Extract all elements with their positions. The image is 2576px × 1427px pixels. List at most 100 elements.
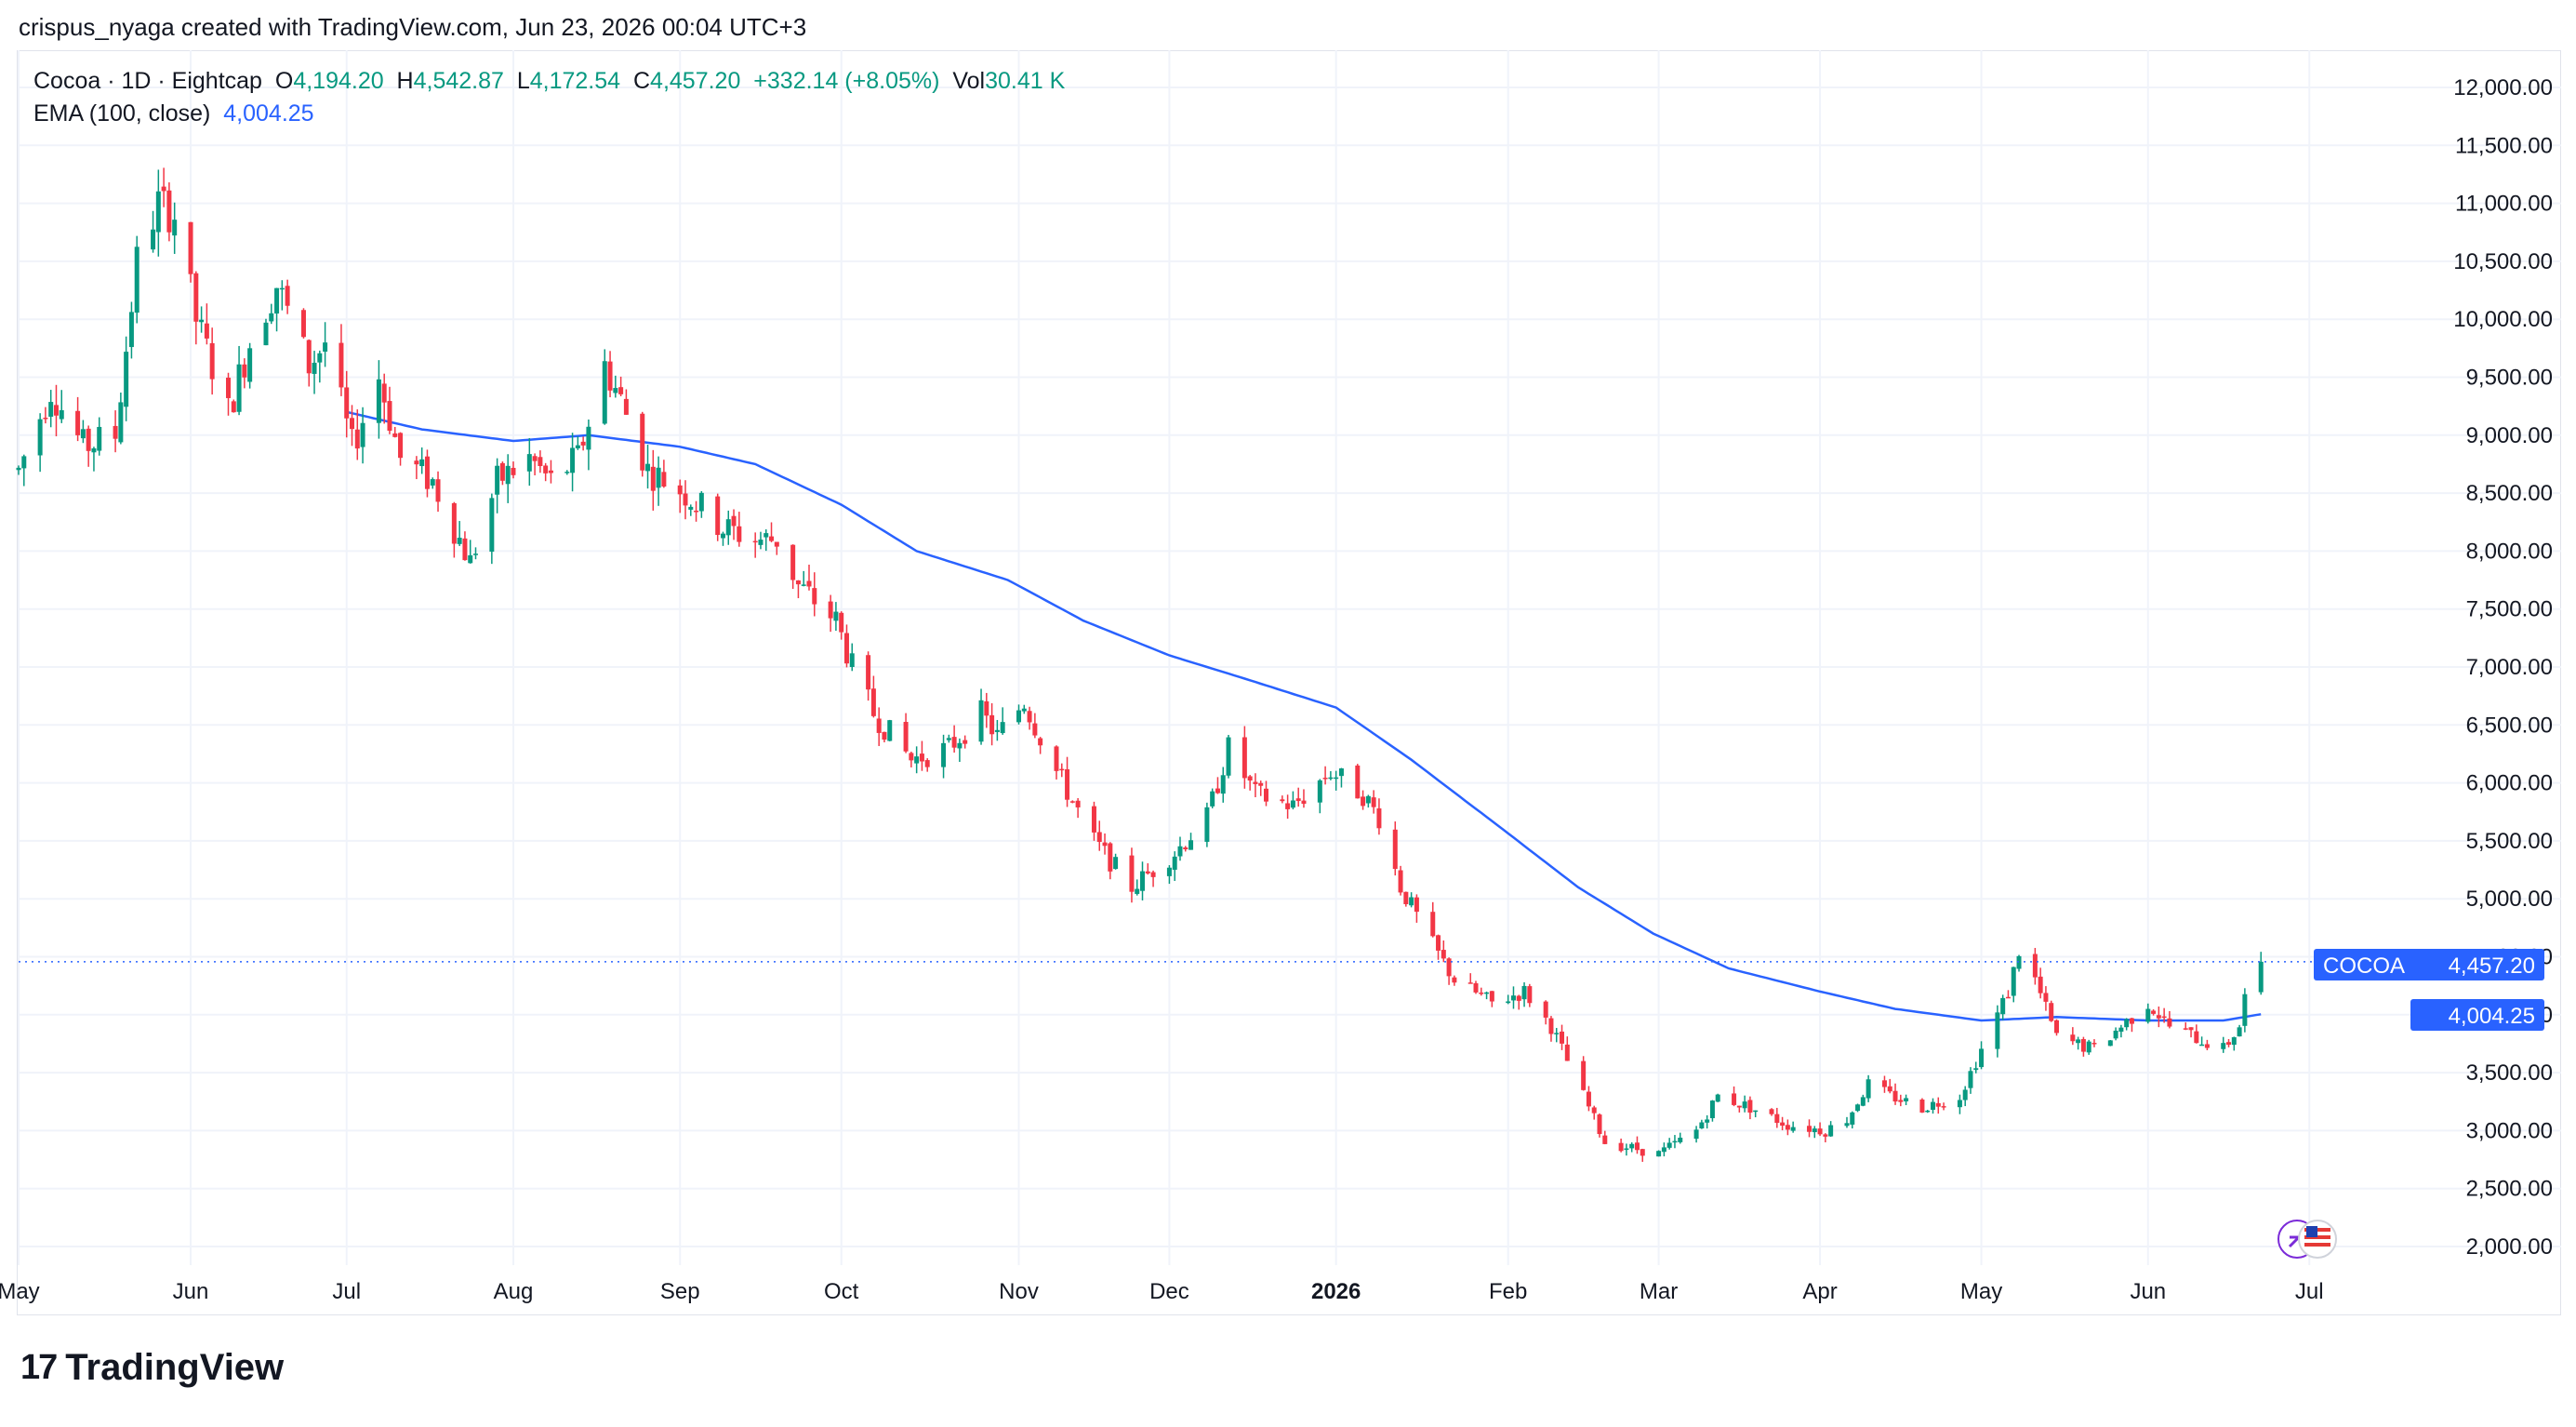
candle-body [1715, 1094, 1720, 1102]
candle [1661, 1142, 1666, 1157]
candle-body [2145, 1008, 2151, 1022]
candle [435, 471, 441, 513]
candle-body [951, 737, 957, 748]
candle [1215, 777, 1220, 794]
chart-frame[interactable] [17, 50, 2561, 1315]
candle [1506, 994, 1511, 1005]
candle [1338, 767, 1344, 788]
candle [1715, 1093, 1720, 1102]
candle [489, 493, 495, 565]
candle [2231, 1036, 2237, 1051]
candle [1317, 779, 1322, 814]
candle-body [1441, 950, 1446, 959]
candle [1140, 861, 1146, 900]
candle-body [1898, 1100, 1904, 1102]
candle-body [1962, 1089, 1968, 1100]
candle [1624, 1143, 1629, 1156]
candle [2091, 1039, 2097, 1047]
candle-body [640, 413, 645, 471]
candle-body [1828, 1125, 1834, 1137]
candle [758, 531, 764, 550]
candle [430, 477, 435, 489]
candle-body [1699, 1122, 1705, 1129]
candle [688, 504, 694, 516]
candle [193, 271, 199, 345]
candle [1361, 790, 1366, 810]
candle [2070, 1027, 2076, 1046]
candle [790, 544, 796, 590]
candle-body [2070, 1034, 2076, 1042]
candle [468, 540, 473, 564]
candle [2194, 1024, 2199, 1044]
y-axis[interactable]: 2,000.002,500.003,000.003,500.004,000.00… [2453, 75, 2553, 1260]
candle-body [1263, 788, 1268, 802]
candle [795, 580, 801, 599]
candle [80, 420, 86, 444]
candle [495, 458, 500, 513]
candle [124, 336, 129, 421]
candle-body [1705, 1119, 1710, 1123]
candle [2011, 967, 2016, 1003]
candle [650, 449, 656, 511]
candle-body [1129, 855, 1135, 892]
candle [839, 611, 844, 640]
low-label: L [516, 68, 530, 94]
candle [1892, 1083, 1898, 1105]
candle [602, 349, 607, 425]
candle-body [790, 544, 796, 580]
candle-body [1753, 1110, 1759, 1113]
x-tick-label: Mar [1640, 1279, 1678, 1304]
candle-body [806, 580, 812, 587]
candle-body [80, 429, 86, 439]
candle [274, 287, 280, 332]
candle-body [306, 340, 312, 374]
high-value: 4,542.87 [413, 68, 504, 94]
candle-body [984, 700, 989, 716]
candle-body [350, 418, 355, 430]
candle [118, 393, 124, 445]
candle [1564, 1036, 1570, 1061]
candle-body [650, 466, 656, 491]
ema-label[interactable]: EMA (100, close) [33, 100, 211, 127]
candle [1113, 853, 1119, 870]
candle-body [564, 472, 570, 473]
candle [1597, 1113, 1602, 1138]
candle [1548, 1016, 1554, 1042]
candle-body [1210, 791, 1215, 807]
candle [1790, 1121, 1796, 1133]
candle [2242, 988, 2248, 1033]
candle [1866, 1074, 1871, 1102]
candle [1135, 879, 1140, 896]
candle-body [849, 653, 855, 668]
candle-body [764, 533, 769, 538]
candle [1527, 983, 1533, 1007]
candle [1371, 790, 1376, 814]
candle-body [843, 633, 849, 664]
candle-body [1398, 870, 1403, 893]
candle [350, 405, 355, 447]
candle [1075, 797, 1081, 819]
candle-body [1108, 843, 1113, 872]
flag-icon[interactable] [2277, 1220, 2337, 1259]
open-label: O [274, 68, 294, 94]
candle [312, 351, 317, 394]
candle [1510, 986, 1516, 1009]
candle [1446, 957, 1452, 985]
candle-body [53, 405, 59, 416]
candle [1742, 1095, 1747, 1113]
candle [1183, 846, 1188, 852]
x-axis[interactable]: May Jun Jul Aug Sep Oct Nov Dec 2026 Feb Mar Apr May… [0, 1279, 2324, 1304]
candle-body [2183, 1028, 2188, 1030]
candle [339, 324, 344, 396]
candle-body [2188, 1027, 2194, 1031]
tradingview-logo[interactable]: 17 TradingView [20, 1347, 284, 1389]
candle-body [1581, 1060, 1587, 1090]
symbol-label[interactable]: Cocoa · 1D · Eightcap [33, 68, 262, 94]
candle-body [2000, 997, 2006, 1015]
candle [1855, 1103, 1861, 1113]
candle-body [1790, 1127, 1796, 1131]
candle [2016, 954, 2022, 972]
x-tick-label: May [1960, 1279, 2002, 1304]
candle-body [876, 718, 882, 733]
